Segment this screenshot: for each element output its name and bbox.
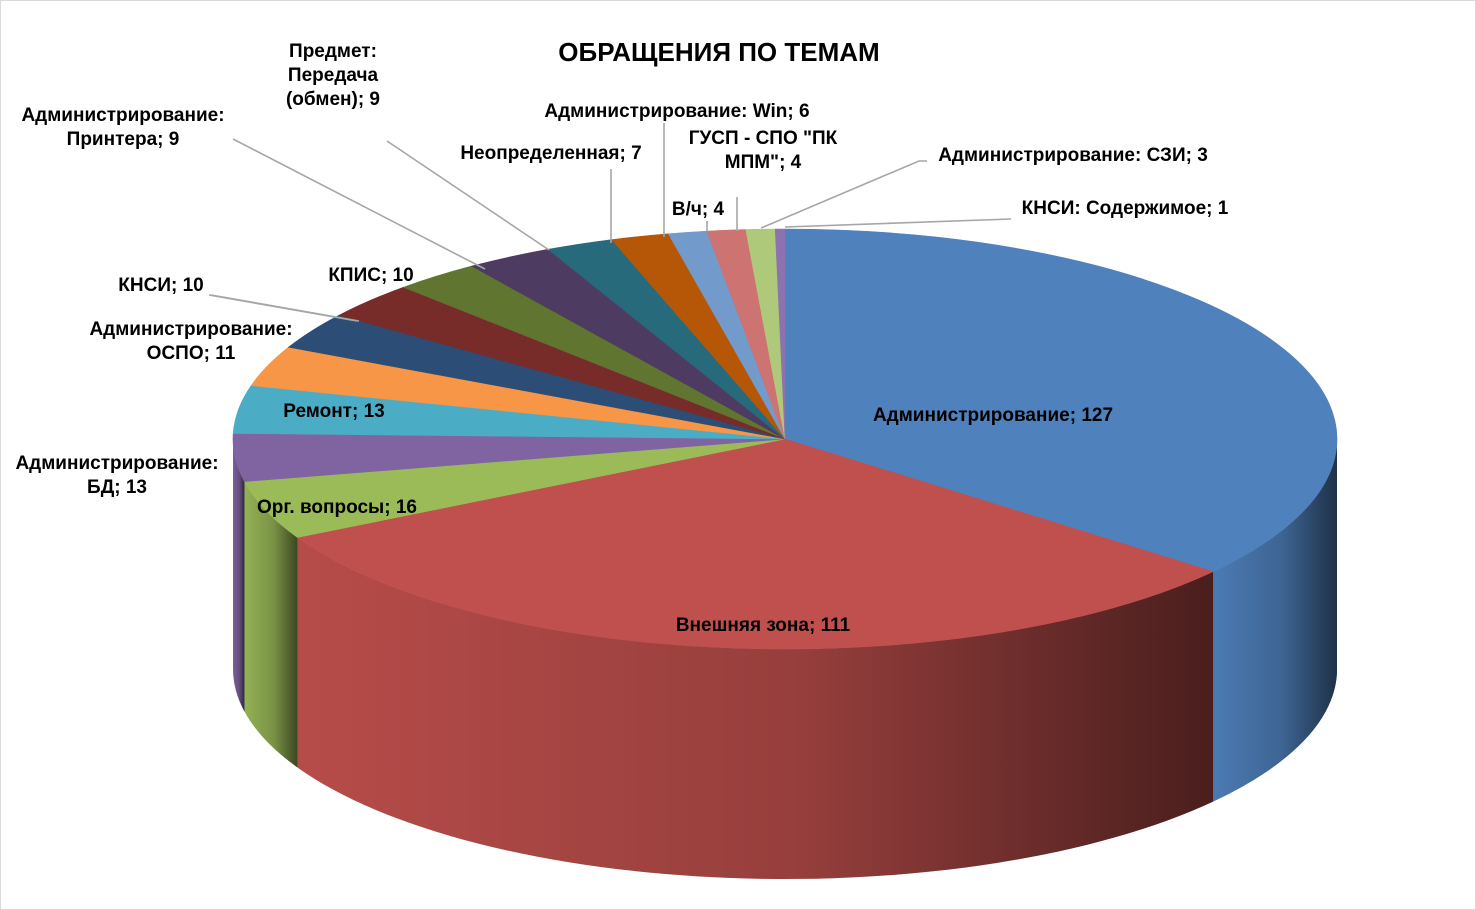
label-6: КНСИ; 10 (118, 275, 203, 296)
label-3: Администрирование: БД; 13 (15, 453, 218, 498)
leader-lines (208, 123, 1012, 322)
slice-0 (784, 228, 1338, 572)
leader-8 (232, 138, 486, 270)
label-14: Администрирование: СЗИ; 3 (938, 145, 1208, 166)
label-10: Неопределенная; 7 (460, 143, 641, 164)
label-7: КПИС; 10 (328, 265, 413, 286)
leader-9 (386, 140, 550, 251)
slice-0-side-shade (1213, 439, 1337, 802)
slice-1-side-shade (297, 537, 1214, 879)
leader-6 (208, 294, 358, 322)
slice-2 (243, 438, 786, 538)
label-15: КНСИ: Содержимое; 1 (1022, 198, 1229, 219)
pie-slices (232, 228, 1338, 650)
label-1: Внешняя зона; 111 (676, 615, 851, 636)
label-0: Администрирование; 127 (873, 405, 1113, 426)
label-11: Администрирование: Win; 6 (544, 101, 809, 122)
label-12: В/ч; 4 (672, 199, 725, 220)
pie-sides (233, 439, 1337, 879)
label-8: Администрирование: Принтера; 9 (21, 105, 224, 150)
label-9: Предмет: Передача (обмен); 9 (286, 41, 380, 110)
leader-14 (760, 160, 927, 229)
slice-2-side-shade (244, 481, 298, 768)
label-4: Ремонт; 13 (283, 401, 384, 422)
label-13: ГУСП - СПО "ПК МПМ"; 4 (689, 128, 838, 173)
label-5: Администрирование: ОСПО; 11 (89, 319, 292, 364)
label-2: Орг. вопросы; 16 (257, 497, 417, 518)
leader-15 (784, 218, 1012, 228)
chart-title: ОБРАЩЕНИЯ ПО ТЕМАМ (558, 37, 879, 67)
slice-15 (774, 228, 786, 440)
slice-labels: Администрирование; 127 Внешняя зона; 111 О… (15, 41, 1228, 636)
slice-3-side-shade (233, 439, 245, 712)
